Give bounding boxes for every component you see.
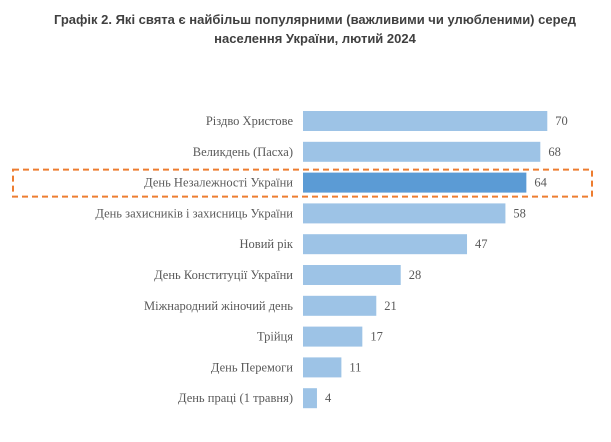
data-label: 68 [548, 145, 561, 159]
bar [303, 203, 506, 224]
bar [303, 326, 363, 347]
bar [303, 388, 317, 409]
category-label: День захисників і захисниць України [95, 206, 293, 220]
chart-title: Графік 2. Які свята є найбільш популярни… [0, 10, 611, 48]
data-label: 58 [513, 206, 526, 220]
chart-title-line2: населення України, лютий 2024 [214, 31, 416, 46]
category-label: Трійця [257, 330, 293, 344]
category-label: Новий рік [240, 237, 294, 251]
data-label: 11 [349, 360, 361, 374]
data-label: 17 [370, 330, 383, 344]
data-label: 64 [534, 176, 547, 190]
category-label: Різдво Христове [206, 114, 294, 128]
bar [303, 265, 401, 285]
bar [303, 111, 548, 131]
category-label: Великдень (Пасха) [193, 145, 293, 159]
category-label: День Незалежності України [144, 176, 293, 190]
chart-title-line1: Графік 2. Які свята є найбільш популярни… [53, 12, 577, 27]
bar [303, 172, 527, 193]
data-label: 4 [325, 391, 332, 405]
data-label: 28 [409, 268, 422, 282]
data-label: 70 [555, 114, 568, 128]
bar [303, 141, 541, 162]
category-label: День праці (1 травня) [178, 391, 293, 405]
data-label: 21 [384, 299, 397, 313]
data-label: 47 [475, 237, 488, 251]
bar [303, 295, 377, 316]
category-label: День Конституції України [154, 268, 293, 282]
category-label: Міжнародний жіночий день [144, 299, 293, 313]
category-label: День Перемоги [211, 360, 293, 374]
bar [303, 234, 468, 255]
highlight-box [12, 168, 593, 198]
bar [303, 357, 342, 378]
